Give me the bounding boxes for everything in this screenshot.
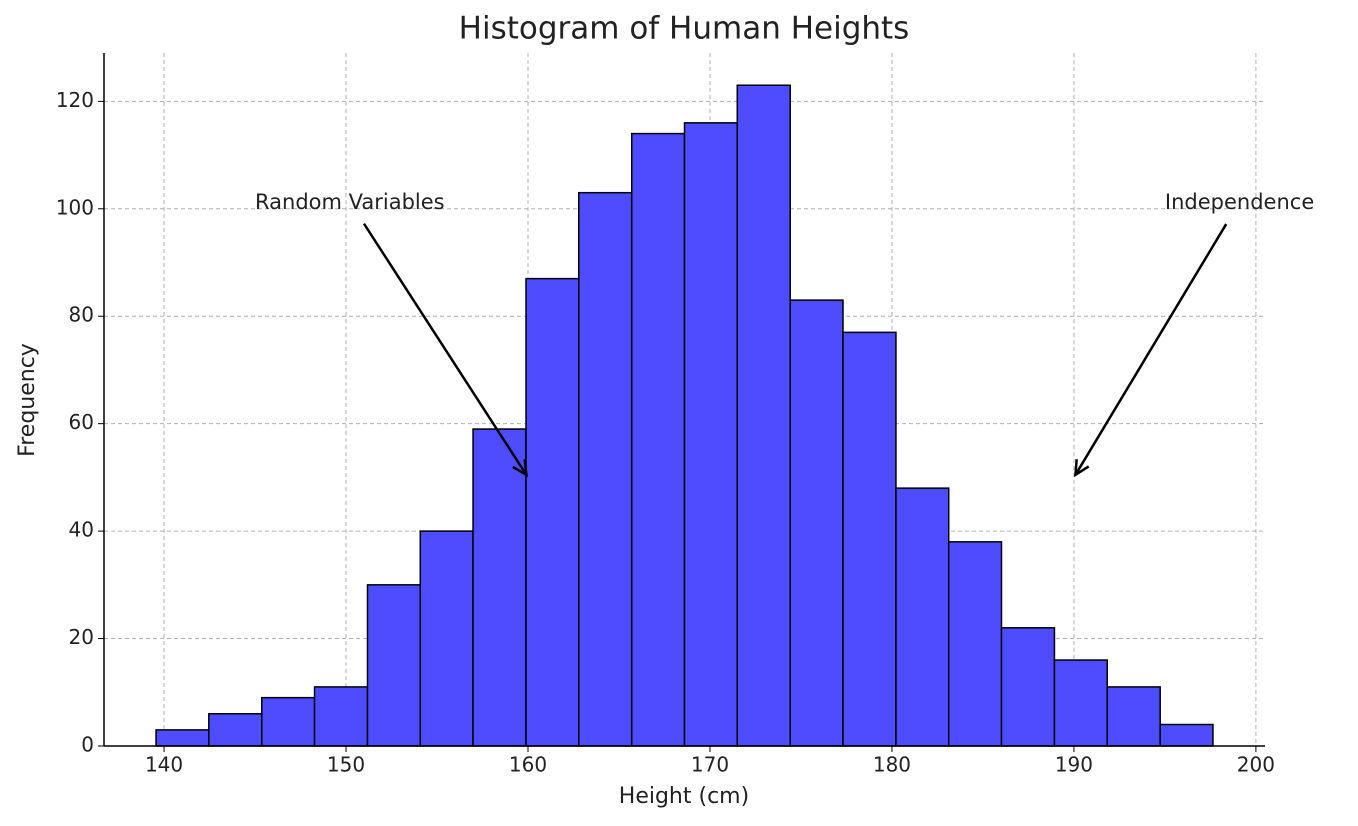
y-tick-label: 20 [69,625,94,649]
arrow-head [512,459,528,478]
bar [736,84,791,747]
chart-title: Histogram of Human Heights [459,11,910,47]
x-tick-label: 190 [1055,753,1093,777]
y-tick-label: 40 [69,518,94,542]
annotation-arrow [362,222,528,476]
y-tick-label: 120 [56,88,94,112]
x-tick-label: 140 [145,753,183,777]
bar [789,299,844,747]
bar [366,584,422,747]
bar [525,277,580,747]
bar [947,541,1003,747]
x-tick-label: 180 [873,753,911,777]
bar [261,696,316,747]
y-tick-label: 80 [69,303,94,327]
y-axis-label: Frequency [15,343,40,457]
bar [630,132,686,747]
annotation-arrow [1074,223,1228,476]
annotation-text: Random Variables [255,190,445,214]
arrow-head [1074,459,1090,478]
bar [683,122,739,747]
x-tick-label: 200 [1237,753,1275,777]
bar [1053,659,1108,747]
x-axis-label: Height (cm) [619,784,749,809]
bar [472,428,527,747]
bar [1106,686,1161,747]
annotation-text: Independence [1165,190,1314,214]
bar [1159,723,1214,747]
x-tick-label: 170 [691,753,729,777]
bar [1000,627,1056,747]
bar [895,487,950,747]
bar [842,331,897,747]
bar [578,191,633,747]
bar [419,530,474,747]
bar [313,686,369,747]
y-tick-label: 0 [81,733,94,757]
bar [208,713,263,747]
x-tick-label: 150 [327,753,365,777]
y-tick-label: 100 [56,195,94,219]
x-tick-label: 160 [509,753,547,777]
bar [155,729,210,747]
y-tick-label: 60 [69,410,94,434]
